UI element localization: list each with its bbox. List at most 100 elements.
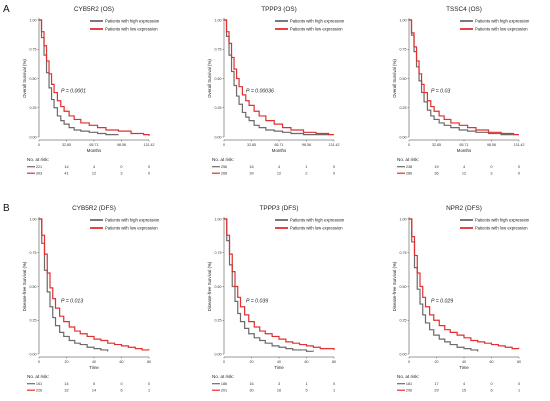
x-tick-label: 80 xyxy=(147,360,151,364)
risk-count: 1 xyxy=(148,389,150,393)
risk-count: 4 xyxy=(278,165,280,169)
risk-table-title: No. at risk: xyxy=(27,374,49,379)
survival-curve-high xyxy=(224,218,314,352)
x-tick-label: 0 xyxy=(38,360,40,364)
risk-count: 32 xyxy=(64,389,68,393)
x-tick-label: 60 xyxy=(490,360,494,364)
x-axis-label: Time xyxy=(459,365,469,370)
panel-label-a: A xyxy=(3,4,10,15)
chart-title: NPR2 (DFS) xyxy=(446,205,482,212)
x-tick-label: 0 xyxy=(223,360,225,364)
x-axis-label: Months xyxy=(457,148,472,153)
y-axis-label: Overall Survival (%) xyxy=(392,59,397,98)
y-axis-label: Disease-free Survival (%) xyxy=(392,261,397,311)
legend-label: Patients with low expression xyxy=(290,27,343,32)
x-tick-label: 60 xyxy=(305,360,309,364)
x-tick-label: 32.85 xyxy=(432,143,441,147)
risk-count: 16 xyxy=(249,382,253,386)
p-value: P = 0.039 xyxy=(246,299,268,305)
p-value: P = 0.03 xyxy=(431,89,450,95)
x-tick-label: 131.42 xyxy=(144,143,155,147)
x-tick-label: 20 xyxy=(65,360,69,364)
risk-count: 36 xyxy=(434,172,438,176)
y-tick-label: 1.00 xyxy=(30,217,37,221)
x-tick-label: 0 xyxy=(408,360,410,364)
x-axis-label: Time xyxy=(274,365,284,370)
y-tick-label: 1.00 xyxy=(215,217,222,221)
y-tick-label: 0.00 xyxy=(400,135,407,139)
risk-count: 30 xyxy=(249,389,253,393)
y-tick-label: 0.75 xyxy=(30,48,37,52)
x-tick-label: 80 xyxy=(332,360,336,364)
x-tick-label: 131.42 xyxy=(329,143,340,147)
y-tick-label: 0.25 xyxy=(400,106,407,110)
risk-count: 16 xyxy=(249,165,253,169)
risk-count: 0 xyxy=(518,382,520,386)
y-tick-label: 0.50 xyxy=(215,285,222,289)
x-tick-label: 40 xyxy=(277,360,281,364)
x-tick-label: 0 xyxy=(223,143,225,147)
legend-label: Patients with high expression xyxy=(105,19,160,24)
legend-label: Patients with low expression xyxy=(290,226,343,231)
y-tick-label: 1.00 xyxy=(400,18,407,22)
risk-count: 16 xyxy=(277,389,281,393)
x-tick-label: 65.71 xyxy=(275,143,284,147)
risk-count: 256 xyxy=(221,165,227,169)
risk-count: 3 xyxy=(490,172,492,176)
legend-label: Patients with high expression xyxy=(475,218,530,223)
y-axis-label: Overall Survival (%) xyxy=(207,59,212,98)
km-chart-2: TPPP3 (OS) 0.00 0.25 0.50 0.75 1.00 0 32.85 65.7… xyxy=(207,6,345,176)
risk-count: 186 xyxy=(221,382,227,386)
x-tick-label: 0 xyxy=(38,143,40,147)
risk-count: 0 xyxy=(333,165,335,169)
y-tick-label: 0.25 xyxy=(30,106,37,110)
survival-curve-low xyxy=(224,19,334,136)
y-tick-label: 0.00 xyxy=(215,352,222,356)
survival-curve-low xyxy=(224,218,335,350)
p-value: P = 0.013 xyxy=(61,299,83,305)
chart-title: TPPP3 (DFS) xyxy=(259,205,298,212)
risk-count: 15 xyxy=(462,389,466,393)
p-value: P = 0.00036 xyxy=(246,89,274,95)
y-tick-label: 0.50 xyxy=(400,285,407,289)
legend-label: Patients with high expression xyxy=(290,19,345,24)
chart-title: CYB5R2 (DFS) xyxy=(72,205,116,212)
risk-count: 12 xyxy=(92,172,96,176)
risk-count: 1 xyxy=(305,382,307,386)
x-axis-label: Time xyxy=(89,365,99,370)
x-tick-label: 0 xyxy=(408,143,410,147)
y-tick-label: 0.25 xyxy=(215,319,222,323)
x-tick-label: 98.56 xyxy=(117,143,126,147)
risk-count: 286 xyxy=(406,172,412,176)
risk-table-title: No. at risk: xyxy=(212,374,234,379)
x-tick-label: 20 xyxy=(250,360,254,364)
y-tick-label: 0.50 xyxy=(215,77,222,81)
x-tick-label: 80 xyxy=(517,360,521,364)
y-tick-label: 0.25 xyxy=(215,106,222,110)
risk-count: 6 xyxy=(490,389,492,393)
survival-curve-low xyxy=(39,218,149,351)
risk-count: 1 xyxy=(305,165,307,169)
risk-table-title: No. at risk: xyxy=(212,157,234,162)
risk-count: 5 xyxy=(93,382,95,386)
survival-curve-low xyxy=(39,19,150,136)
risk-count: 268 xyxy=(221,172,227,176)
risk-count: 0 xyxy=(148,165,150,169)
y-tick-label: 0.25 xyxy=(400,319,407,323)
survival-curve-low xyxy=(409,218,519,350)
y-tick-label: 0.50 xyxy=(400,77,407,81)
survival-curve-high xyxy=(409,218,479,352)
risk-count: 0 xyxy=(120,165,122,169)
y-tick-label: 0.00 xyxy=(400,352,407,356)
risk-count: 161 xyxy=(36,382,42,386)
y-tick-label: 0.00 xyxy=(30,352,37,356)
survival-curve-high xyxy=(224,19,329,136)
risk-count: 14 xyxy=(92,389,96,393)
risk-count: 0 xyxy=(518,172,520,176)
risk-table-title: No. at risk: xyxy=(397,374,419,379)
risk-count: 4 xyxy=(463,165,465,169)
risk-count: 2 xyxy=(305,172,307,176)
risk-count: 29 xyxy=(434,389,438,393)
risk-count: 14 xyxy=(64,165,68,169)
